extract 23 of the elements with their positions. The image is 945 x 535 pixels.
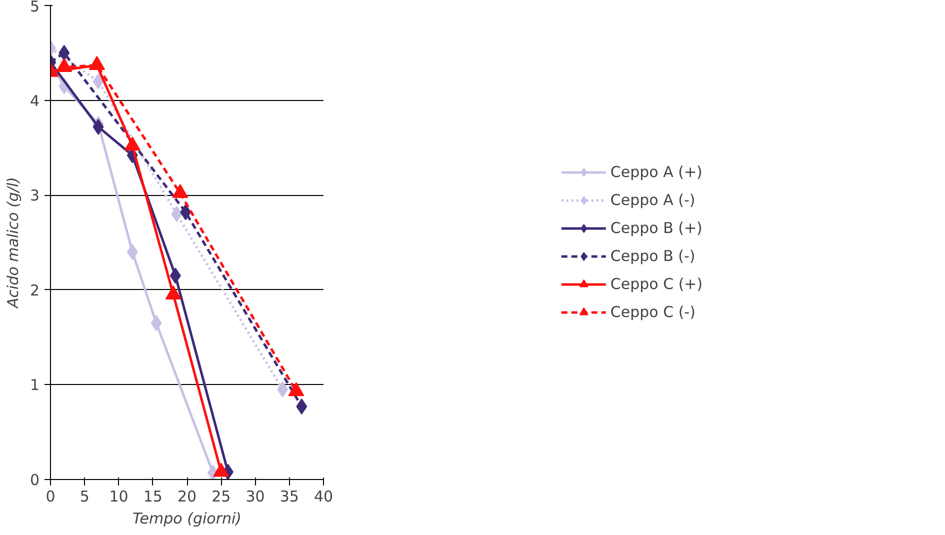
legend-label: Ceppo B (-) xyxy=(610,247,696,265)
legend-label: Ceppo B (+) xyxy=(610,219,702,237)
x-tick-label: 30 xyxy=(246,488,265,506)
x-tick-label: 0 xyxy=(46,488,56,506)
x-tick-label: 10 xyxy=(109,488,128,506)
legend-label: Ceppo C (+) xyxy=(610,275,703,293)
x-tick-label: 35 xyxy=(280,488,299,506)
x-tick-label: 25 xyxy=(212,488,231,506)
y-tick-label: 2 xyxy=(30,281,40,300)
y-tick-label: 0 xyxy=(30,471,40,489)
x-tick-label: 15 xyxy=(143,488,162,506)
y-axis-title: Acido malico (g/l) xyxy=(4,177,22,309)
x-axis-title: Tempo (giorni) xyxy=(132,510,242,528)
legend-label: Ceppo A (+) xyxy=(610,163,702,181)
legend-label: Ceppo C (-) xyxy=(610,303,696,321)
x-tick-label: 40 xyxy=(314,488,334,506)
legend-label: Ceppo A (-) xyxy=(610,191,696,209)
y-tick-label: 5 xyxy=(30,0,40,16)
y-tick-label: 4 xyxy=(30,92,40,110)
x-tick-label: 20 xyxy=(177,488,197,506)
y-tick-label: 3 xyxy=(30,186,40,205)
y-tick-label: 1 xyxy=(30,376,40,394)
x-tick-label: 5 xyxy=(80,488,90,506)
